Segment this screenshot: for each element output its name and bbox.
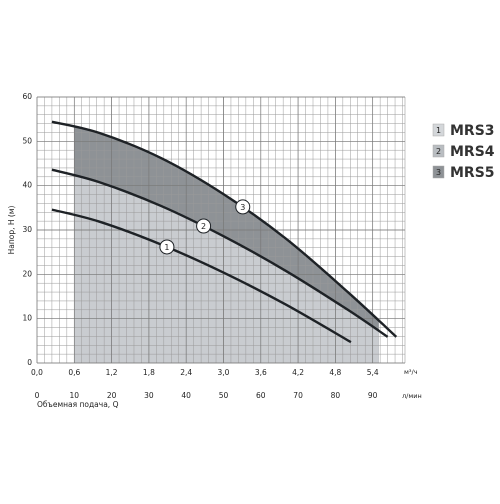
legend-number: 3	[436, 168, 441, 177]
y-axis-label: Напор, H (м)	[7, 206, 16, 255]
curve-callout-label: 3	[240, 203, 245, 212]
curve-callout	[196, 218, 212, 234]
x2-tick-label: 70	[293, 391, 303, 400]
y-tick-label: 50	[22, 136, 32, 145]
curve-callout	[235, 199, 251, 215]
curve	[51, 168, 389, 338]
x-unit: м³/ч	[404, 368, 418, 376]
x-tick-label: 4,8	[329, 368, 341, 377]
legend-swatch	[432, 165, 445, 179]
curve	[51, 120, 398, 338]
y-tick-label: 20	[22, 269, 32, 278]
x-tick-label: 3,6	[255, 368, 267, 377]
x2-tick-label: 60	[256, 391, 266, 400]
x2-tick-label: 30	[144, 391, 154, 400]
legend-label: MRS4	[450, 144, 495, 160]
legend-number: 2	[436, 147, 441, 156]
curve-callout-label: 2	[201, 222, 206, 231]
x-tick-label: 2,4	[180, 368, 192, 377]
x-tick-label: 0,0	[31, 368, 43, 377]
legend-swatch	[432, 123, 445, 137]
y-tick-label: 40	[22, 181, 32, 190]
curve-callout	[159, 239, 175, 255]
legend-label: MRS5	[450, 165, 495, 181]
x-tick-label: 3,0	[218, 368, 230, 377]
x-tick-label: 1,2	[106, 368, 118, 377]
x2-tick-label: 10	[70, 391, 80, 400]
curve-callout-label: 1	[164, 243, 169, 252]
x-axis-label: Объемная подача, Q	[37, 400, 119, 409]
y-tick-label: 0	[27, 358, 32, 367]
y-tick-label: 60	[22, 92, 32, 101]
legend-label: MRS3	[450, 123, 495, 139]
x2-tick-label: 80	[331, 391, 341, 400]
curve	[51, 208, 352, 344]
y-tick-label: 30	[22, 225, 32, 234]
legend-swatch	[432, 144, 445, 158]
x-tick-label: 5,4	[367, 368, 379, 377]
x-tick-label: 1,8	[143, 368, 155, 377]
shaded-area	[74, 175, 379, 363]
x-tick-label: 0,6	[68, 368, 80, 377]
x2-tick-label: 0	[35, 391, 40, 400]
x2-tick-label: 50	[219, 391, 229, 400]
x2-tick-label: 20	[107, 391, 117, 400]
y-tick-label: 10	[22, 314, 32, 323]
x2-unit: л/мин	[402, 392, 422, 400]
x2-tick-label: 40	[181, 391, 191, 400]
x2-tick-label: 90	[368, 391, 378, 400]
x-tick-label: 4,2	[292, 368, 304, 377]
legend-number: 1	[436, 126, 441, 135]
